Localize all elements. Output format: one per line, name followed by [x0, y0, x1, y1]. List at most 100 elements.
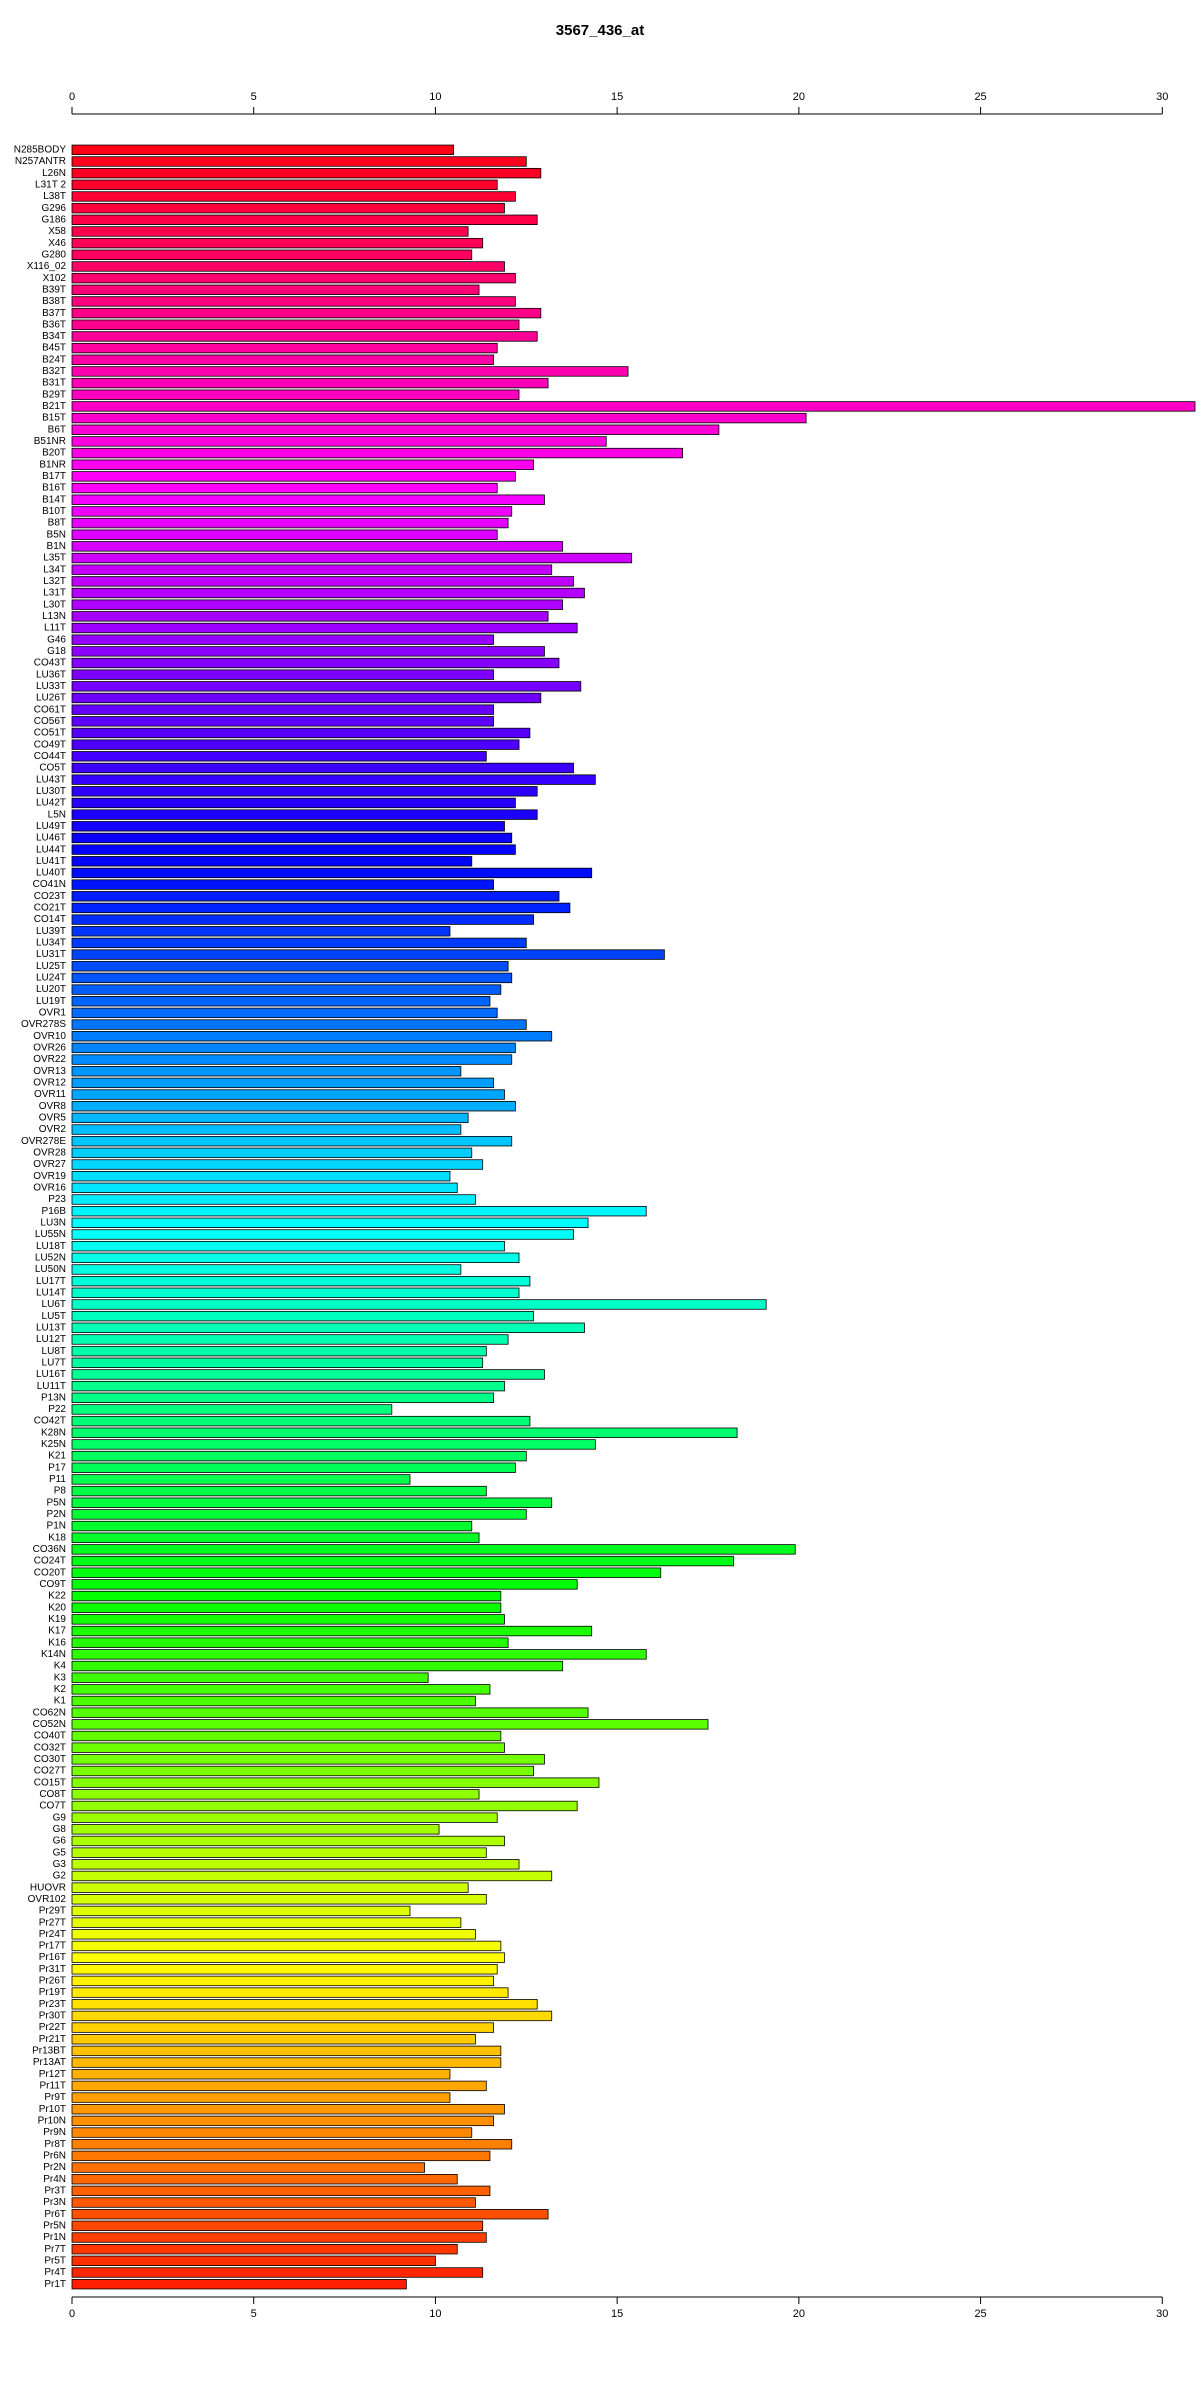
y-tick-label: P8	[54, 1486, 67, 1497]
bar	[71, 517, 509, 529]
y-tick-label: LU40T	[36, 868, 66, 879]
bar	[71, 214, 538, 225]
bar	[71, 1007, 498, 1019]
bar	[71, 2092, 451, 2103]
x-tick-label: 30	[1156, 91, 1168, 103]
bar	[71, 249, 473, 260]
bar	[71, 296, 516, 307]
y-tick-label: Pr11T	[40, 2081, 67, 2092]
y-tick-label: G6	[53, 1836, 67, 1847]
y-tick-label: B29T	[42, 389, 66, 400]
bar	[71, 1555, 734, 1567]
y-tick-label: Pr10N	[38, 2116, 66, 2127]
bar	[71, 786, 538, 797]
y-tick-label: Pr5T	[44, 2255, 66, 2266]
y-tick-label: LU41T	[36, 856, 66, 867]
y-tick-label: LU42T	[36, 798, 66, 809]
bar	[71, 809, 538, 820]
y-tick-label: B14T	[42, 494, 66, 505]
bar	[71, 237, 484, 249]
bar	[71, 377, 549, 389]
bar	[71, 844, 516, 855]
y-tick-label: OVR22	[33, 1054, 66, 1065]
y-tick-label: OVR13	[33, 1066, 66, 1077]
y-tick-label: OVR12	[33, 1078, 66, 1089]
bar	[71, 261, 505, 272]
bar	[71, 1287, 520, 1298]
bar	[71, 727, 531, 739]
y-tick-label: CO36N	[33, 1544, 66, 1555]
x-tick-label: 5	[251, 2308, 257, 2320]
y-tick-label: LU44T	[36, 844, 66, 855]
bar	[71, 482, 498, 494]
y-tick-label: LU39T	[36, 926, 66, 937]
bar	[71, 564, 553, 575]
bar	[71, 1066, 462, 1077]
y-tick-label: B16T	[42, 483, 66, 494]
y-tick-label: G186	[42, 214, 67, 225]
bar	[71, 1847, 487, 1858]
bar	[71, 471, 516, 482]
y-tick-label: L35T	[43, 553, 66, 564]
y-tick-label: CO52N	[33, 1719, 66, 1730]
bar	[71, 2010, 553, 2022]
bar	[71, 1800, 578, 1812]
bar	[71, 1194, 476, 1205]
bar	[71, 424, 720, 435]
y-tick-label: OVR28	[33, 1147, 66, 1158]
y-tick-label: B51NR	[34, 436, 66, 447]
y-tick-label: B1N	[47, 541, 66, 552]
bar	[71, 191, 516, 202]
bar	[71, 1019, 527, 1030]
bar	[71, 1544, 796, 1555]
y-tick-label: B1NR	[39, 459, 66, 470]
y-tick-label: OVR278S	[21, 1019, 66, 1030]
bar	[71, 832, 513, 844]
bar	[71, 366, 629, 377]
bar	[71, 1322, 585, 1333]
x-tick-label: 25	[974, 91, 986, 103]
y-tick-label: OVR1	[39, 1008, 67, 1019]
bar	[71, 202, 505, 214]
bar	[71, 914, 534, 925]
y-tick-label: K21	[48, 1451, 66, 1462]
bar	[71, 704, 494, 715]
bar	[71, 1042, 516, 1054]
bar	[71, 1742, 505, 1753]
y-tick-label: Pr30T	[39, 2011, 66, 2022]
bar	[71, 926, 451, 937]
y-tick-label: LU46T	[36, 833, 66, 844]
y-tick-label: LU17T	[36, 1276, 66, 1287]
y-tick-label: B24T	[42, 354, 66, 365]
bar	[71, 1147, 473, 1159]
bar	[71, 657, 560, 669]
bar	[71, 1730, 502, 1742]
bar	[71, 751, 487, 762]
y-tick-label: B38T	[42, 296, 66, 307]
bar	[71, 1999, 538, 2010]
y-tick-label: LU5T	[42, 1311, 66, 1322]
bar	[71, 646, 545, 657]
bar	[71, 1427, 738, 1438]
bar	[71, 1929, 476, 1940]
y-tick-label: X58	[48, 226, 66, 237]
y-tick-label: CO14T	[34, 914, 66, 925]
y-tick-label: N257ANTR	[15, 156, 66, 167]
y-tick-label: LU20T	[36, 984, 66, 995]
y-tick-label: LU3N	[40, 1217, 66, 1228]
bar	[71, 2034, 476, 2045]
y-tick-label: P16B	[42, 1206, 67, 1217]
bar	[71, 1205, 647, 1217]
y-tick-label: P13N	[41, 1392, 66, 1403]
y-tick-label: Pr5N	[43, 2220, 66, 2231]
y-tick-label: G9	[53, 1812, 67, 1823]
bar	[71, 1964, 498, 1975]
bar	[71, 2045, 502, 2057]
y-tick-label: Pr3T	[44, 2186, 66, 2197]
y-tick-label: L30T	[43, 599, 66, 610]
y-tick-label: OVR102	[28, 1894, 67, 1905]
bar	[71, 879, 494, 890]
bar	[71, 1765, 534, 1777]
y-tick-label: B10T	[42, 506, 66, 517]
y-tick-label: K4	[54, 1661, 67, 1672]
